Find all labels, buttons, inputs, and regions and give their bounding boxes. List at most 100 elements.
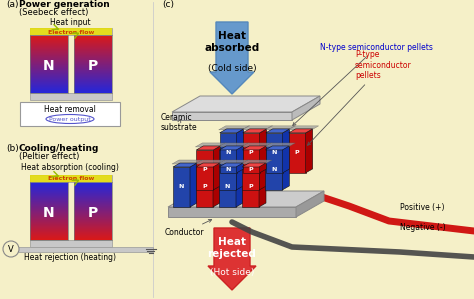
Text: N-type semiconductor pellets: N-type semiconductor pellets (293, 43, 433, 126)
Text: (a): (a) (6, 0, 18, 9)
Text: (Hot side): (Hot side) (210, 268, 254, 277)
Bar (30, 28, 112, 35)
Polygon shape (289, 129, 313, 133)
Bar (30, 182, 68, 240)
Polygon shape (219, 143, 249, 147)
Polygon shape (173, 163, 197, 167)
Text: N: N (179, 184, 184, 190)
Text: P: P (88, 59, 98, 73)
Polygon shape (236, 163, 243, 207)
Text: P: P (295, 150, 300, 155)
Polygon shape (195, 143, 226, 147)
Text: P: P (202, 184, 207, 190)
Polygon shape (219, 163, 243, 167)
Polygon shape (288, 126, 319, 130)
Polygon shape (195, 160, 226, 164)
Text: P: P (249, 150, 254, 155)
Polygon shape (172, 112, 292, 120)
Polygon shape (173, 167, 190, 207)
Text: P: P (88, 206, 98, 220)
Bar (74, 35, 112, 93)
Bar (20, 102, 120, 126)
Text: Power generation: Power generation (19, 0, 110, 9)
Polygon shape (172, 96, 320, 112)
Polygon shape (292, 96, 320, 120)
Text: Electron flow: Electron flow (48, 30, 94, 34)
Polygon shape (242, 167, 259, 207)
Text: (b): (b) (6, 144, 19, 153)
Text: V: V (8, 245, 14, 254)
Polygon shape (196, 150, 213, 190)
Polygon shape (172, 160, 203, 164)
Text: (Seebeck effect): (Seebeck effect) (19, 8, 88, 17)
Polygon shape (196, 167, 213, 207)
Polygon shape (241, 143, 273, 147)
Text: (Cold side): (Cold side) (208, 63, 256, 72)
Polygon shape (213, 163, 220, 207)
Polygon shape (265, 133, 283, 173)
Text: P: P (202, 167, 207, 173)
Polygon shape (213, 146, 220, 190)
Text: N: N (43, 206, 55, 220)
Bar (30, 175, 112, 182)
Bar (30, 35, 68, 93)
Polygon shape (168, 207, 296, 217)
Polygon shape (219, 167, 236, 207)
Polygon shape (260, 129, 267, 173)
Polygon shape (264, 126, 296, 130)
Polygon shape (242, 150, 259, 190)
Circle shape (3, 241, 19, 257)
Text: N: N (272, 150, 277, 155)
Polygon shape (283, 146, 289, 190)
Text: Power output: Power output (49, 117, 91, 121)
Polygon shape (265, 150, 283, 190)
Bar (30, 175, 112, 182)
Polygon shape (259, 163, 266, 207)
Bar (30, 28, 112, 35)
Text: Heat
rejected: Heat rejected (208, 237, 256, 259)
Bar (30, 93, 112, 100)
Polygon shape (219, 150, 237, 190)
Text: Heat removal: Heat removal (44, 104, 96, 114)
Polygon shape (296, 191, 324, 217)
Text: P: P (248, 167, 253, 173)
Text: N: N (226, 150, 231, 155)
Polygon shape (219, 129, 244, 133)
Polygon shape (196, 163, 220, 167)
Bar (5, 247, 153, 252)
Polygon shape (242, 146, 266, 150)
Polygon shape (265, 146, 289, 150)
Bar (30, 240, 112, 247)
Text: N: N (271, 167, 276, 173)
Polygon shape (168, 191, 324, 207)
Polygon shape (196, 146, 220, 150)
Text: P-type
semiconductor
pellets: P-type semiconductor pellets (308, 50, 412, 145)
FancyArrow shape (208, 228, 256, 290)
Text: P: P (248, 184, 253, 190)
Polygon shape (264, 143, 295, 147)
Text: Cooling/heating: Cooling/heating (19, 144, 100, 153)
Polygon shape (259, 146, 266, 190)
Polygon shape (283, 129, 290, 173)
Polygon shape (306, 129, 313, 173)
Text: (c): (c) (162, 0, 174, 9)
Polygon shape (243, 133, 260, 173)
Text: Negative (-): Negative (-) (400, 223, 446, 232)
Polygon shape (265, 129, 290, 133)
Polygon shape (243, 129, 267, 133)
Polygon shape (242, 163, 266, 167)
Text: Heat absorption (cooling): Heat absorption (cooling) (21, 163, 119, 172)
Polygon shape (237, 146, 243, 190)
Text: Electron flow: Electron flow (48, 176, 94, 181)
Text: Conductor: Conductor (165, 219, 212, 237)
Text: Heat rejection (heating): Heat rejection (heating) (24, 253, 116, 262)
Text: Heat input: Heat input (50, 18, 91, 27)
Polygon shape (218, 160, 249, 164)
Text: Heat
absorbed: Heat absorbed (204, 31, 260, 53)
FancyArrow shape (210, 22, 254, 94)
Polygon shape (241, 160, 272, 164)
Text: Ceramic
substrate: Ceramic substrate (161, 113, 198, 132)
Polygon shape (242, 126, 273, 130)
Text: N: N (43, 59, 55, 73)
Text: N: N (225, 167, 230, 173)
